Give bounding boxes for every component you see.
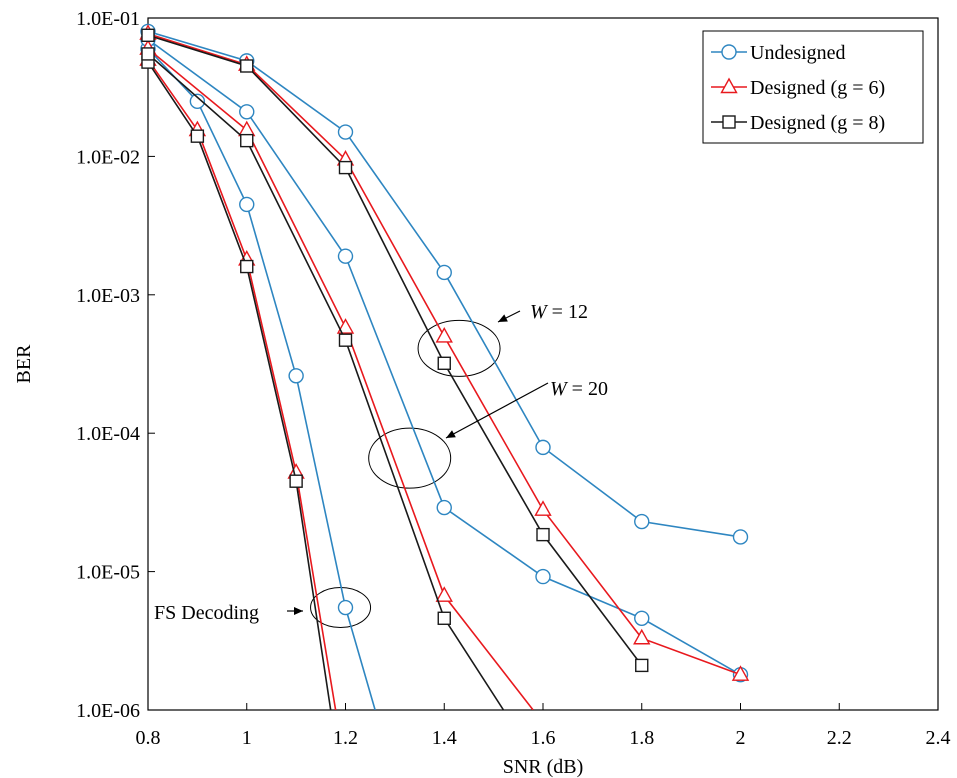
legend-entry-designed-g8: Designed (g = 8) — [711, 112, 885, 134]
x-tick-label: 1.4 — [432, 727, 457, 749]
y-tick-label: 1.0E-03 — [76, 285, 140, 307]
annotation-arrowhead — [294, 607, 303, 615]
legend-label: Undesigned — [750, 42, 846, 64]
data-point — [436, 264, 452, 281]
data-point — [189, 93, 206, 110]
annotation-ellipse — [368, 427, 452, 489]
x-tick-label: 1.8 — [629, 727, 654, 749]
data-point — [337, 599, 354, 616]
data-point — [238, 120, 256, 137]
annotation-ellipse — [417, 319, 501, 377]
data-point — [731, 665, 750, 681]
y-axis-title: BER — [13, 344, 35, 384]
data-point — [634, 610, 650, 626]
series-line — [148, 32, 741, 676]
data-point — [338, 333, 353, 347]
x-tick-label: 1 — [242, 727, 252, 749]
legend-entry-undesigned: Undesigned — [711, 42, 846, 64]
data-point — [634, 513, 650, 530]
data-point — [240, 59, 254, 73]
series-line — [148, 34, 643, 666]
y-tick-label: 1.0E-04 — [76, 423, 140, 445]
x-tick-label: 2.4 — [926, 727, 951, 749]
series-undesigned-6 — [140, 23, 749, 545]
legend-marker — [720, 77, 738, 94]
data-point — [535, 439, 551, 456]
data-point — [437, 611, 451, 625]
series-line — [148, 30, 741, 538]
x-tick-label: 2 — [736, 727, 746, 749]
series-designed-g6-7 — [139, 24, 750, 681]
legend-entry-designed-g6: Designed (g = 6) — [711, 77, 885, 99]
series-designed-g8-5 — [141, 47, 505, 710]
annotation-arrowhead — [498, 314, 508, 322]
x-axis-title: SNR (dB) — [503, 756, 584, 778]
annotation-arrowhead — [446, 430, 456, 438]
data-point — [288, 368, 304, 384]
legend-marker — [721, 44, 737, 60]
data-point — [240, 133, 254, 148]
data-point — [633, 628, 651, 645]
y-tick-label: 1.0E-06 — [76, 700, 140, 722]
data-point — [190, 129, 205, 143]
series-designed-g8-8 — [141, 28, 649, 673]
data-point — [239, 196, 255, 213]
annotation-label: W = 12 — [530, 301, 588, 323]
data-point — [435, 327, 453, 343]
legend-label: Designed (g = 8) — [750, 112, 885, 134]
series-line — [148, 48, 376, 710]
data-point — [337, 124, 354, 140]
data-point — [535, 568, 551, 585]
y-tick-label: 1.0E-02 — [76, 146, 140, 168]
data-point — [338, 160, 353, 175]
data-point — [732, 529, 749, 545]
annotation-label: W = 20 — [550, 378, 608, 400]
data-point — [289, 474, 303, 488]
annotation-label: FS Decoding — [154, 602, 259, 624]
data-point — [534, 500, 552, 516]
x-tick-label: 0.8 — [136, 727, 161, 749]
legend-label: Designed (g = 6) — [750, 77, 885, 99]
data-point — [336, 318, 355, 334]
data-point — [239, 104, 255, 120]
data-point — [436, 499, 452, 516]
x-tick-label: 2.2 — [827, 727, 852, 749]
annotation-arrow — [445, 382, 549, 439]
x-tick-label: 1.6 — [531, 727, 556, 749]
data-point — [337, 248, 354, 264]
data-point — [536, 527, 550, 542]
data-point — [141, 47, 155, 61]
legend-marker — [722, 115, 736, 129]
y-tick-label: 1.0E-01 — [76, 8, 140, 30]
data-point — [141, 28, 155, 42]
data-point — [435, 586, 453, 602]
x-tick-label: 1.2 — [333, 727, 358, 749]
y-tick-label: 1.0E-05 — [76, 562, 140, 584]
data-point — [437, 356, 451, 370]
data-point — [240, 259, 254, 274]
data-point — [635, 658, 649, 673]
